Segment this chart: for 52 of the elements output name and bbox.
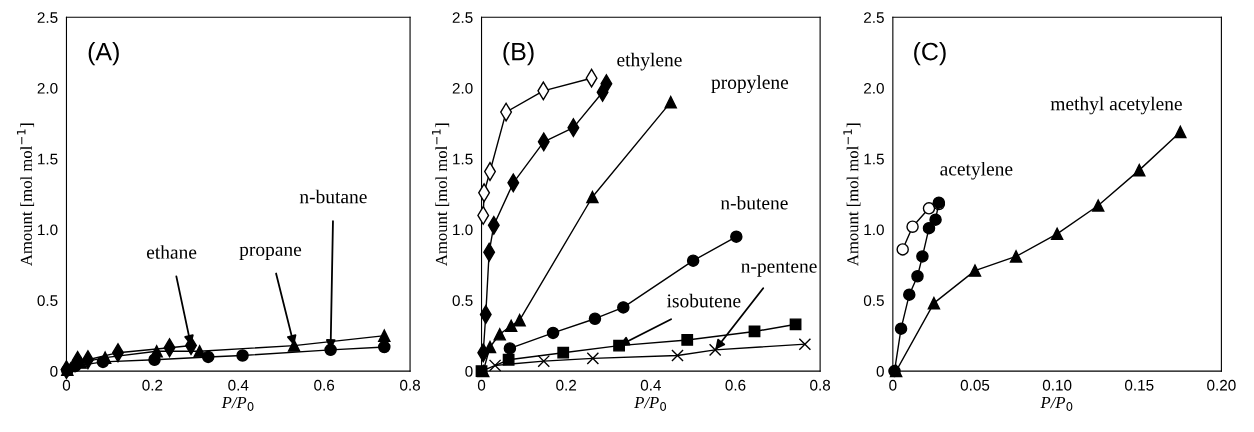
y-tick-label: 2.5 [37, 12, 58, 23]
y-tick-label: 1.0 [38, 224, 58, 236]
y-tick-label: 0.5 [863, 295, 884, 307]
y-tick-label: 0.5 [37, 295, 58, 307]
x-tick-label: 0.15 [1124, 379, 1154, 391]
annotation: n-butane [299, 189, 367, 204]
y-tick-label: 0 [50, 365, 58, 377]
y-tick-label: 2.0 [37, 82, 58, 94]
x-tick-label: 0.10 [1042, 379, 1072, 391]
x-tick-label: 0 [62, 379, 71, 391]
text: (B) [503, 42, 534, 66]
y-tick-label: 0.5 [452, 295, 473, 307]
x-tick-label: 0.4 [228, 379, 249, 391]
y-tick-label: 2.0 [864, 82, 884, 94]
y-tick-label: 1.0 [453, 224, 473, 236]
y-tick-label: 2.5 [864, 12, 884, 23]
x-axis-title: P/P$_{0}$ [634, 397, 667, 411]
x-tick-label: 0.2 [556, 379, 577, 391]
annotation: isobutene [666, 293, 741, 308]
y-axis-title: Amount [mol mol$^{−1}$] [843, 123, 861, 266]
x-tick-label: 0.05 [960, 379, 990, 391]
y-tick-label: 0 [876, 365, 884, 377]
y-tick-label: 1.5 [864, 153, 884, 165]
annotation: propane [239, 246, 302, 260]
x-tick-label: 0.6 [725, 379, 746, 391]
annotation: ethylene [617, 52, 682, 71]
y-tick-label: 1.5 [38, 153, 58, 165]
x-tick-label: 0.20 [1207, 379, 1236, 391]
text: (A) [88, 42, 119, 66]
x-tick-label: 0.8 [810, 379, 831, 391]
annotation: n-pentene [741, 261, 817, 277]
y-tick-label: 1.0 [864, 224, 884, 236]
y-tick-label: 0 [465, 365, 473, 377]
x-tick-label: 0.4 [640, 379, 661, 391]
x-tick-label: 0 [889, 379, 897, 391]
y-tick-label: 2.0 [452, 82, 473, 94]
x-tick-label: 0 [477, 379, 486, 391]
annotation: acetylene [940, 161, 1013, 180]
y-axis-title: Amount [mol mol$^{−1}$] [432, 123, 450, 266]
x-tick-label: 0.6 [314, 379, 335, 391]
y-tick-label: 1.5 [453, 153, 473, 165]
y-axis-title: Amount [mol mol$^{−1}$] [16, 123, 35, 266]
annotation: methyl acetylene [1050, 96, 1182, 115]
x-axis-title: P/P$_{0}$ [1040, 397, 1073, 411]
annotation: n-butene [720, 195, 788, 210]
annotation: propylene [711, 75, 789, 93]
annotation: ethane [146, 245, 197, 259]
x-tick-label: 0.8 [400, 379, 421, 391]
y-tick-label: 2.5 [452, 12, 473, 23]
x-axis-title: P/P$_{0}$ [221, 397, 254, 411]
text: (C) [914, 42, 946, 66]
x-tick-label: 0.2 [142, 379, 163, 391]
